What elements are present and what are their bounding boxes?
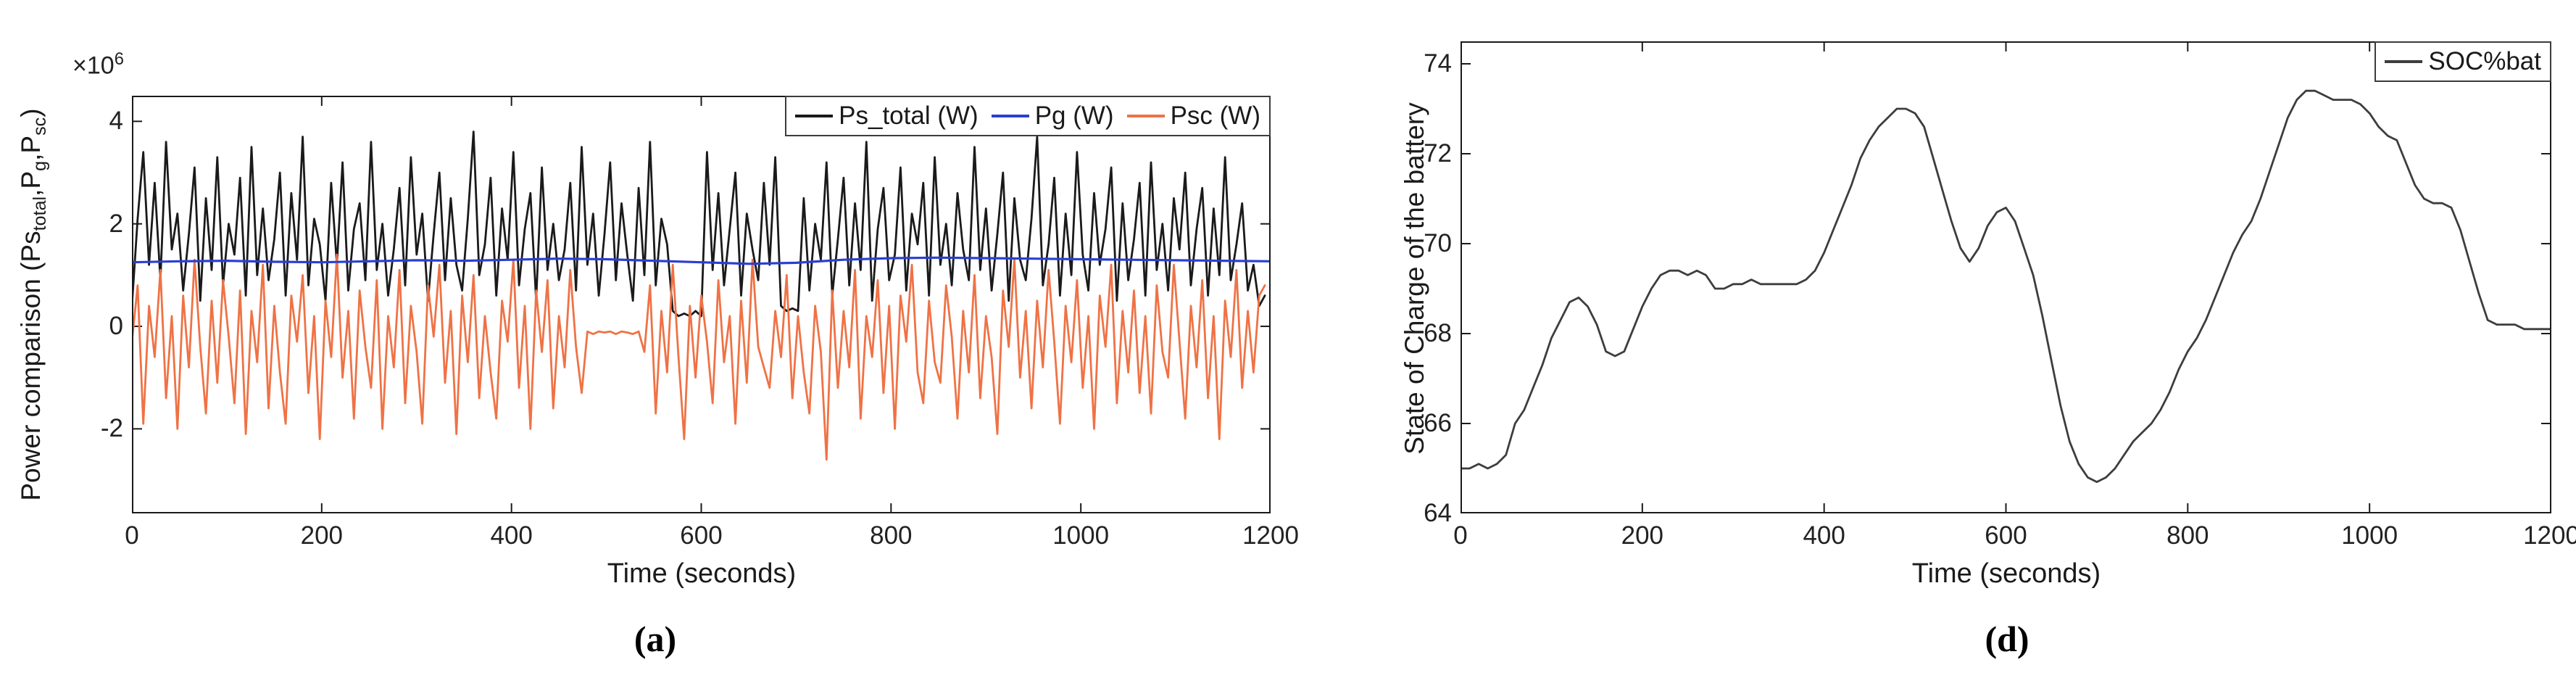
panel-caption: (d)	[1985, 619, 2029, 659]
legend-label: SOC%bat	[2428, 47, 2541, 75]
series-line	[1461, 89, 2551, 483]
y-tick-label: 2	[109, 209, 123, 238]
y-tick-label: 68	[1424, 319, 1452, 347]
legend-item: Psc (W)	[1126, 102, 1260, 131]
series-line	[132, 256, 1271, 265]
legend-line-sample	[795, 115, 834, 117]
y-tick-label: 72	[1424, 139, 1452, 168]
x-tick-label: 1200	[2523, 521, 2576, 550]
x-tick-label: 400	[490, 521, 533, 550]
x-tick-label: 400	[1803, 521, 1845, 550]
legend-item: Ps_total (W)	[795, 102, 979, 131]
x-tick-label: 800	[870, 521, 913, 550]
legend-label: Psc (W)	[1170, 102, 1260, 130]
y-axis-label: Power comparison (Pstotal,Pg,Psc)	[15, 108, 51, 501]
x-tick-label: 200	[300, 521, 344, 550]
x-tick-label: 600	[1985, 521, 2027, 550]
power-comparison-chart: Power comparison (Pstotal,Pg,Psc) ×106 P…	[15, 49, 1299, 659]
y-tick-label: 70	[1424, 229, 1452, 257]
legend: SOC%bat	[2375, 41, 2551, 82]
legend-line-sample	[2385, 60, 2423, 63]
panel-caption: (a)	[633, 619, 677, 659]
legend-label: Ps_total (W)	[839, 102, 979, 130]
legend-label: Pg (W)	[1034, 102, 1114, 130]
legend-item: SOC%bat	[2385, 47, 2541, 76]
y-tick-label: 4	[109, 107, 123, 136]
legend-line-sample	[1126, 115, 1165, 117]
x-axis-label: Time (seconds)	[607, 558, 797, 589]
series-line	[132, 253, 1266, 461]
legend-item: Pg (W)	[991, 102, 1114, 131]
y-axis-offset-label: ×106	[72, 49, 124, 80]
x-tick-label: 0	[1453, 521, 1468, 550]
plot-area	[132, 96, 1271, 513]
x-tick-label: 0	[125, 521, 139, 550]
x-tick-label: 600	[680, 521, 723, 550]
x-tick-label: 200	[1621, 521, 1664, 550]
y-tick-label: 0	[109, 312, 123, 341]
y-tick-label: -2	[100, 414, 123, 443]
y-tick-label: 74	[1424, 49, 1452, 78]
x-axis-label: Time (seconds)	[1911, 558, 2101, 589]
plot-area	[1461, 41, 2551, 513]
y-tick-label: 64	[1424, 499, 1452, 527]
legend: Ps_total (W) Pg (W) Psc (W)	[785, 96, 1271, 136]
series-line	[132, 131, 1266, 318]
x-tick-label: 1000	[1052, 521, 1110, 550]
soc-chart: State of Charge of the battery SOC%bat T…	[1312, 0, 2576, 686]
x-tick-label: 1200	[1242, 521, 1299, 550]
x-tick-label: 800	[2166, 521, 2209, 550]
legend-line-sample	[991, 115, 1029, 117]
x-tick-label: 1000	[2341, 521, 2398, 550]
y-tick-label: 66	[1424, 409, 1452, 437]
